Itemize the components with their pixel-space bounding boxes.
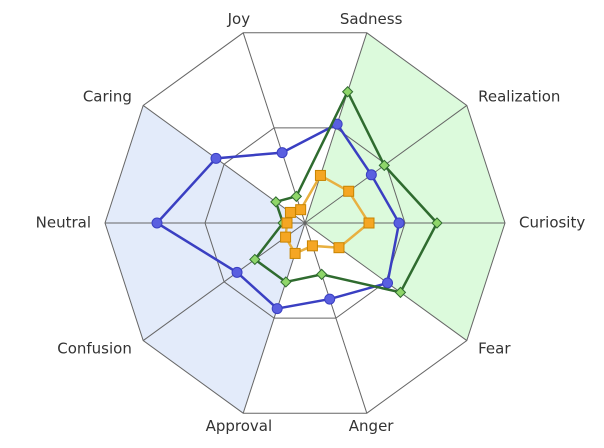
axis-label: Confusion: [57, 339, 132, 357]
marker: [231, 266, 243, 278]
marker: [382, 277, 394, 289]
marker: [280, 276, 292, 288]
marker: [431, 217, 443, 229]
marker: [276, 147, 288, 159]
axis-label: Approval: [206, 417, 273, 435]
marker: [249, 253, 261, 266]
marker: [341, 86, 354, 98]
marker: [343, 185, 355, 197]
axis-label: Anger: [349, 417, 395, 435]
marker: [378, 159, 390, 172]
marker: [365, 169, 377, 181]
marker: [393, 217, 405, 229]
axis-label: Curiosity: [519, 214, 585, 232]
marker: [394, 286, 407, 299]
marker: [333, 242, 345, 254]
axis-label: Neutral: [36, 214, 91, 232]
marker: [289, 247, 301, 259]
marker: [271, 303, 283, 315]
axis-label: Realization: [478, 88, 560, 106]
marker: [284, 206, 296, 218]
marker: [315, 268, 328, 281]
axis-spoke: [242, 32, 306, 224]
axis-label: Caring: [83, 88, 132, 106]
marker: [270, 196, 282, 208]
marker: [324, 293, 336, 305]
marker: [295, 204, 307, 216]
axis-label: Fear: [478, 339, 511, 357]
marker: [363, 217, 375, 229]
sector-shading: [105, 105, 305, 414]
marker: [281, 217, 293, 229]
axis-label: Sadness: [340, 10, 403, 28]
marker: [290, 190, 303, 203]
marker: [210, 152, 222, 164]
marker: [280, 231, 292, 243]
axis-label: Joy: [227, 10, 251, 28]
marker: [151, 217, 163, 229]
marker: [306, 240, 318, 252]
axis-spoke: [304, 222, 368, 414]
axis-spoke: [142, 222, 306, 341]
marker: [314, 169, 326, 181]
